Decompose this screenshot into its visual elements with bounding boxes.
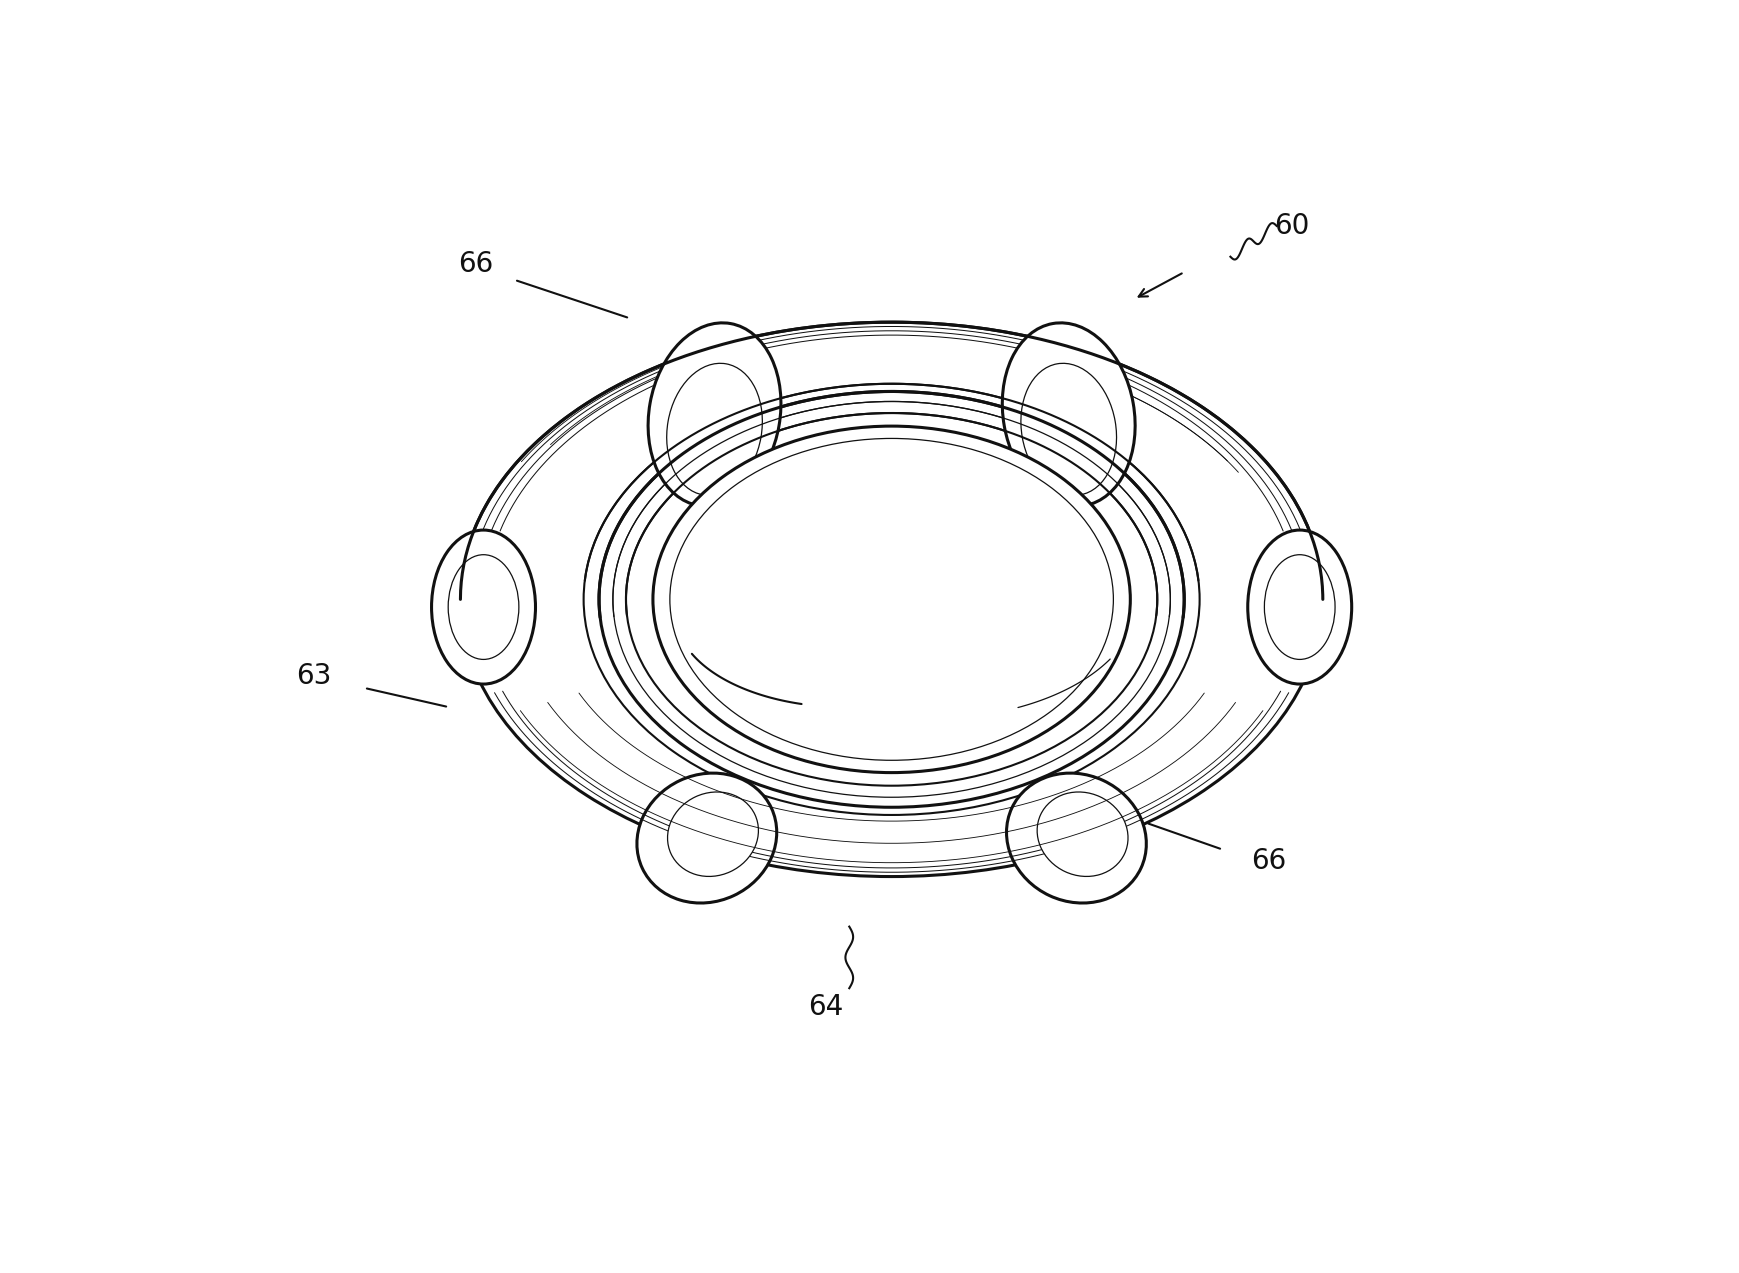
- Ellipse shape: [1007, 773, 1146, 903]
- Ellipse shape: [666, 363, 762, 495]
- Ellipse shape: [584, 383, 1200, 815]
- Text: 60: 60: [1275, 211, 1309, 239]
- Text: 63: 63: [296, 662, 332, 690]
- Text: 66: 66: [1252, 847, 1287, 875]
- Ellipse shape: [668, 792, 758, 876]
- Text: 66: 66: [457, 251, 494, 279]
- Ellipse shape: [652, 426, 1130, 773]
- Ellipse shape: [449, 555, 518, 659]
- Text: 64: 64: [809, 993, 843, 1021]
- Ellipse shape: [1249, 530, 1351, 684]
- Ellipse shape: [1002, 323, 1136, 507]
- Ellipse shape: [670, 438, 1113, 760]
- Ellipse shape: [431, 530, 536, 684]
- Ellipse shape: [1264, 555, 1336, 659]
- Ellipse shape: [612, 401, 1170, 797]
- Ellipse shape: [636, 773, 777, 903]
- Ellipse shape: [649, 323, 781, 507]
- Ellipse shape: [598, 392, 1184, 807]
- Ellipse shape: [461, 322, 1323, 877]
- Ellipse shape: [1021, 363, 1116, 495]
- Ellipse shape: [626, 412, 1156, 785]
- Ellipse shape: [1036, 792, 1129, 876]
